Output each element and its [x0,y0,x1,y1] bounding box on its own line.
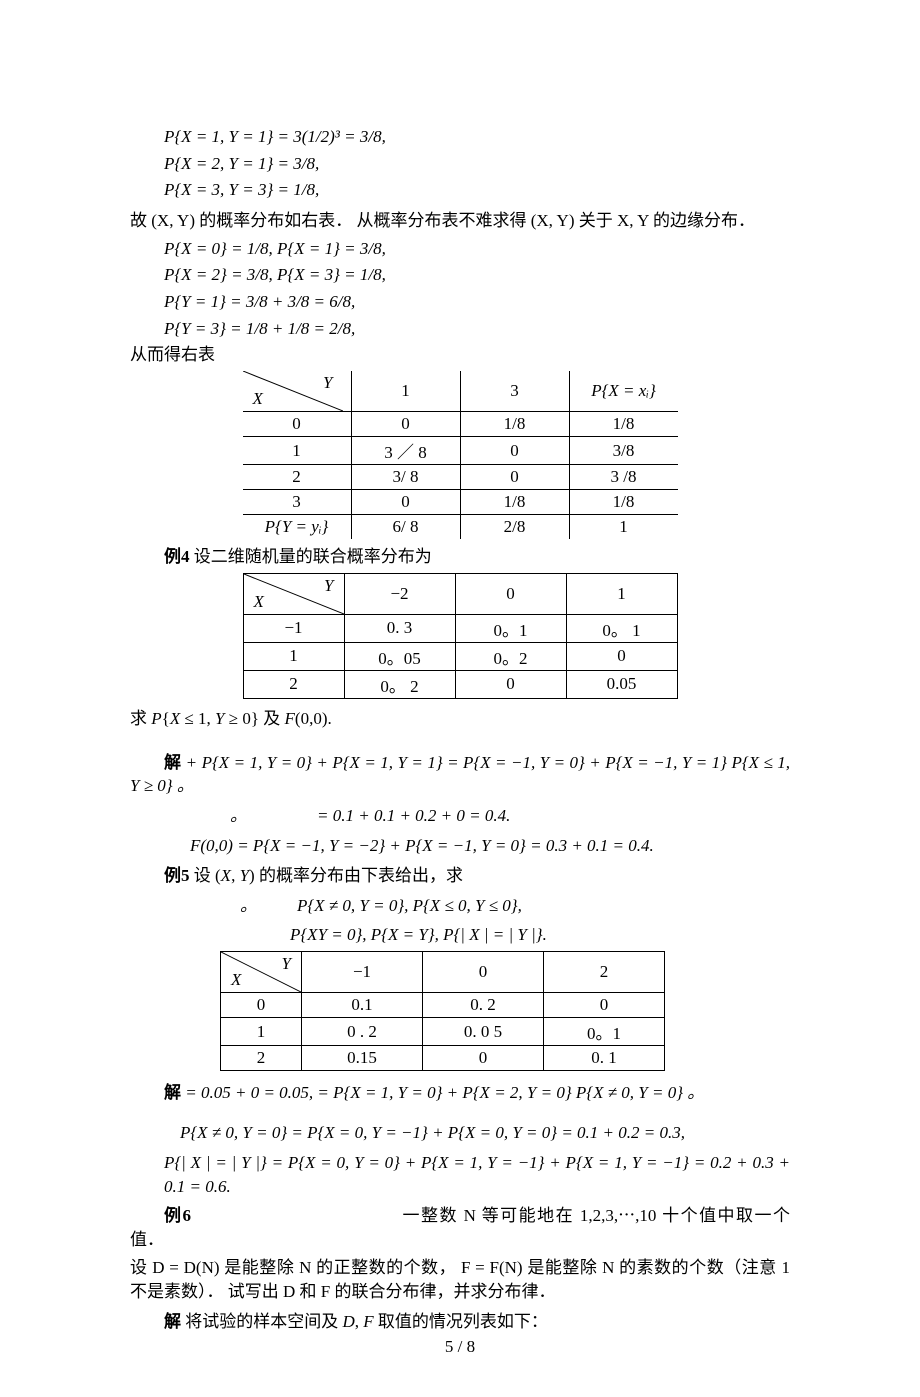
cell: 6/ 8 [351,515,460,540]
cell: 0. 2 [423,993,544,1018]
math-block-top: P{X = 1, Y = 1} = 3(1/2)³ = 3/8, P{X = 2… [130,125,790,203]
example-6-para: 设 D = D(N) 是能整除 N 的正整数的个数， F = F(N) 是能整除… [130,1256,790,1304]
example-4-solution-line: F(0,0) = P{X = −1, Y = −2} + P{X = −1, Y… [190,834,790,858]
cell: 0.1 [302,993,423,1018]
row-header: −1 [243,614,344,642]
row-header: 2 [221,1046,302,1071]
cell: 0. 3 [344,614,455,642]
diag-y-label: Y [282,954,291,974]
cell: 3/ 8 [351,465,460,490]
col-header: 1 [351,371,460,412]
diag-x-label: X [254,592,264,612]
col-header: 3 [460,371,569,412]
eq-line: P{X = 3, Y = 3} = 1/8, [164,178,790,203]
diag-x-label: X [253,389,263,409]
example-4-heading: 例4 例4 设二维随机量的联合概率分布为设二维随机量的联合概率分布为 [130,545,790,569]
cell: 2/8 [460,515,569,540]
example-5-question-line: 。P{X ≠ 0, Y = 0}, P{X ≤ 0, Y ≤ 0}, [240,894,790,918]
cell: 0 [455,670,566,698]
cell: 0 [544,993,665,1018]
cell: 0 [460,437,569,465]
col-header: 0 [455,573,566,614]
row-header: 1 [243,642,344,670]
col-header: 1 [566,573,677,614]
cell: 0。05 [344,642,455,670]
example-5-solution-line: P{X ≠ 0, Y = 0} = P{X = 0, Y = −1} + P{X… [180,1121,790,1145]
table-diag-cell: Y X [243,573,344,614]
example-5-question-line: P{XY = 0}, P{X = Y}, P{| X | = | Y |}. [290,923,790,947]
cell: 3 ／ 8 [351,437,460,465]
cell: 0。1 [544,1018,665,1046]
eq-line: P{Y = 3} = 1/8 + 1/8 = 2/8, [164,317,790,342]
example-6-heading: 例6一整数 N 等可能地在 1,2,3,⋯,10 十个值中取一个值． [130,1204,790,1252]
row-header: 2 [243,670,344,698]
col-header: 2 [544,952,665,993]
table-diag-cell: Y X [221,952,302,993]
page: P{X = 1, Y = 1} = 3(1/2)³ = 3/8, P{X = 2… [0,0,920,1397]
para-marginal-intro: 故 (X, Y) 的概率分布如右表． 从概率分布表不难求得 (X, Y) 关于 … [130,209,790,233]
cell: 0. 0 5 [423,1018,544,1046]
cell: 0 [460,465,569,490]
table-diag-cell: Y X [243,371,352,412]
col-header: −1 [302,952,423,993]
cell: 1/8 [460,490,569,515]
cell: 1 [569,515,678,540]
col-header: 0 [423,952,544,993]
para-table-intro: 从而得右表 [130,343,790,367]
example-4-solution-line: 解 + P{X = 1, Y = 0} + P{X = 1, Y = 1} = … [130,751,790,799]
diag-y-label: Y [323,373,332,393]
row-header: 1 [221,1018,302,1046]
eq-line: P{X = 1, Y = 1} = 3(1/2)³ = 3/8, [164,125,790,150]
cell: 3/8 [569,437,678,465]
cell: 0 [423,1046,544,1071]
cell: 0 [351,412,460,437]
example-4-solution-line: 。= 0.1 + 0.1 + 0.2 + 0 = 0.4. [230,804,790,828]
cell: 0.05 [566,670,677,698]
joint-distribution-table-3: Y X −1 0 2 00.10. 20 10 . 20. 0 50。1 20.… [220,951,665,1071]
col-header: P{X = xᵢ} [569,371,678,412]
cell: 1/8 [569,490,678,515]
page-footer: 5 / 8 [0,1337,920,1357]
eq-line: P{Y = 1} = 3/8 + 3/8 = 6/8, [164,290,790,315]
cell: 0 . 2 [302,1018,423,1046]
diag-y-label: Y [324,576,333,596]
cell: 0 [566,642,677,670]
example-5-heading: 例5 设 (X, Y) 的概率分布由下表给出，求 [130,864,790,888]
joint-distribution-table-1: Y X 1 3 P{X = xᵢ} 001/81/8 13 ／ 803/8 23… [243,371,678,539]
row-header: 0 [243,412,352,437]
cell: 0. 1 [544,1046,665,1071]
example-4-question: 求 P{X ≤ 1, Y ≥ 0} 及 F(0,0). [130,707,790,731]
cell: 0。2 [455,642,566,670]
cell: 0。1 [455,614,566,642]
example-6-solution: 解 将试验的样本空间及 D, F 取值的情况列表如下： [130,1310,790,1334]
cell: 0。 1 [566,614,677,642]
joint-distribution-table-2: Y X −2 0 1 −10. 30。10。 1 10。050。20 20。 2… [243,573,678,699]
cell: 0。 2 [344,670,455,698]
cell: 0 [351,490,460,515]
row-header: 1 [243,437,352,465]
row-header: 2 [243,465,352,490]
cell: 3 /8 [569,465,678,490]
row-header: 0 [221,993,302,1018]
example-5-solution-line: P{| X | = | Y |} = P{X = 0, Y = 0} + P{X… [164,1151,790,1199]
col-header: −2 [344,573,455,614]
diag-x-label: X [231,970,241,990]
eq-line: P{X = 2} = 3/8, P{X = 3} = 1/8, [164,263,790,288]
row-header: 3 [243,490,352,515]
example-5-solution-line: 解 = 0.05 + 0 = 0.05, = P{X = 1, Y = 0} +… [130,1081,790,1105]
cell: 1/8 [569,412,678,437]
cell: 1/8 [460,412,569,437]
eq-line: P{X = 0} = 1/8, P{X = 1} = 3/8, [164,237,790,262]
cell: 0.15 [302,1046,423,1071]
row-header: P{Y = yᵢ} [243,515,352,540]
math-block-marginal: P{X = 0} = 1/8, P{X = 1} = 3/8, P{X = 2}… [130,237,790,342]
eq-line: P{X = 2, Y = 1} = 3/8, [164,152,790,177]
